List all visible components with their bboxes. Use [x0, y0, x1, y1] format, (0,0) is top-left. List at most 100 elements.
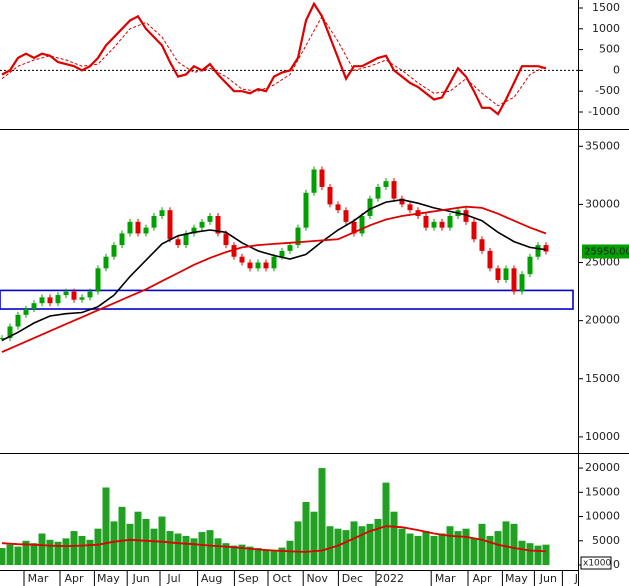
- x-tick-label: Nov: [306, 572, 328, 585]
- candle: [231, 245, 237, 257]
- candle: [431, 221, 437, 228]
- candle: [535, 245, 541, 257]
- volume-bar: [518, 540, 526, 566]
- volume-bar: [398, 528, 406, 566]
- volume-bar: [342, 530, 350, 566]
- candle: [423, 216, 429, 228]
- candle: [7, 326, 13, 339]
- y-tick-label: -500: [595, 84, 620, 97]
- candle: [87, 291, 93, 298]
- candle: [175, 239, 181, 246]
- line-series: [1, 1, 547, 116]
- candle: [511, 268, 517, 292]
- volume-bar: [286, 540, 294, 566]
- support-zone: [0, 289, 574, 310]
- volume-bar: [30, 543, 38, 566]
- volume-bar: [70, 531, 78, 566]
- candle: [407, 204, 413, 211]
- candle: [191, 227, 197, 234]
- volume-bar: [206, 530, 214, 566]
- y-tick-label: 10000: [585, 510, 620, 523]
- volume-bar: [190, 538, 198, 566]
- volume-bar: [54, 541, 62, 566]
- y-tick-label: 15000: [585, 485, 620, 498]
- line-series: [1, 525, 547, 553]
- volume-bar: [366, 523, 374, 566]
- candle: [95, 268, 101, 292]
- x-tick-label: Jul: [166, 572, 180, 585]
- candle: [239, 256, 245, 263]
- x-tick-label: Dec: [342, 572, 363, 585]
- volume-bar: [462, 528, 470, 566]
- x-tick-label: Oct: [272, 572, 292, 585]
- y-tick-label: 1500: [592, 1, 620, 14]
- candle: [15, 314, 21, 327]
- candle: [135, 221, 141, 234]
- volume-bar: [470, 538, 478, 566]
- volume-bar: [422, 531, 430, 566]
- y-tick-label: -1000: [588, 105, 620, 118]
- volume-bar: [118, 506, 126, 566]
- volume-bar: [94, 528, 102, 566]
- volume-bar: [278, 547, 286, 566]
- candle: [367, 198, 373, 217]
- volume-bar: [454, 531, 462, 566]
- candle: [495, 268, 501, 280]
- volume-bar: [534, 545, 542, 566]
- volume-bar: [126, 523, 134, 566]
- candle: [527, 256, 533, 275]
- candle: [447, 216, 453, 228]
- y-tick-label: 1000: [592, 22, 620, 35]
- candle: [335, 204, 341, 211]
- volume-bar: [486, 535, 494, 566]
- volume-bar: [430, 535, 438, 566]
- candle: [183, 233, 189, 246]
- volume-bar: [246, 546, 254, 566]
- volume-bar: [222, 543, 230, 566]
- x-tick-label: Apr: [64, 572, 84, 585]
- x-tick-label: J: [574, 572, 578, 585]
- x-tick-label: Aug: [201, 572, 222, 585]
- candle: [311, 169, 317, 193]
- unit-label: x1000: [583, 559, 612, 569]
- volume-bar: [14, 546, 22, 566]
- candle: [375, 186, 381, 199]
- volume-bar: [142, 518, 150, 566]
- volume-bar: [526, 543, 534, 566]
- volume-bar: [158, 516, 166, 566]
- candle: [471, 221, 477, 240]
- volume-bar: [230, 545, 238, 566]
- candle: [63, 291, 69, 296]
- volume-bar: [358, 526, 366, 566]
- x-tick-label: May: [505, 572, 528, 585]
- volume-bar: [150, 528, 158, 566]
- volume-bar: [134, 511, 142, 566]
- volume-bar: [62, 538, 70, 566]
- y-tick-label: 25000: [585, 256, 620, 269]
- candle: [103, 256, 109, 269]
- candle: [279, 250, 285, 257]
- volume-bar: [198, 532, 206, 566]
- candle: [343, 210, 349, 222]
- volume-bar: [214, 538, 222, 566]
- volume-bar: [406, 533, 414, 566]
- candle: [143, 227, 149, 234]
- volume-bar: [318, 468, 326, 566]
- candle: [167, 210, 173, 240]
- volume-bar: [38, 533, 46, 566]
- volume-bar: [78, 535, 86, 566]
- candle: [319, 169, 325, 187]
- candle: [359, 216, 365, 234]
- candle: [111, 245, 117, 257]
- last-price-box: [582, 244, 629, 259]
- candle: [71, 291, 77, 300]
- volume-bar: [262, 549, 270, 566]
- volume-bar: [270, 550, 278, 566]
- x-tick-label: Apr: [472, 572, 492, 585]
- y-tick-label: 30000: [585, 197, 620, 210]
- last-price-label: 25950.00: [584, 246, 629, 257]
- candle: [199, 221, 205, 228]
- y-tick-label: 15000: [585, 372, 620, 385]
- volume-bar: [414, 535, 422, 566]
- volume-bar: [182, 535, 190, 566]
